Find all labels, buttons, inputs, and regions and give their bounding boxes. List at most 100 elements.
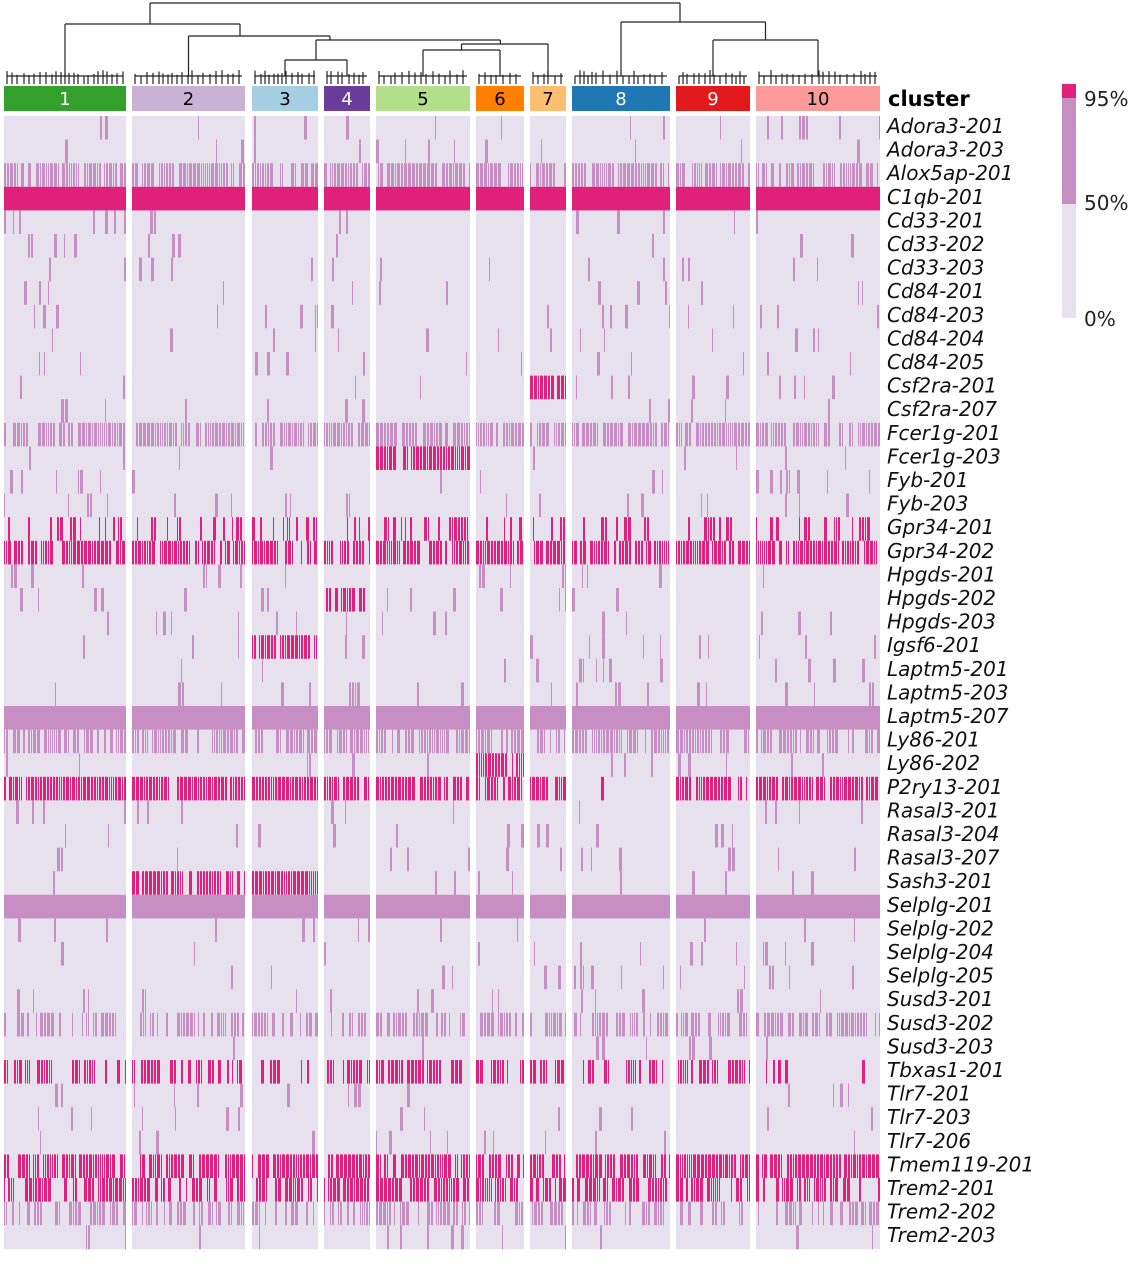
- cell-stripe: [779, 163, 781, 188]
- cell-stripe: [482, 1201, 483, 1226]
- cell-stripe: [760, 304, 762, 329]
- cell-stripe: [73, 517, 76, 542]
- cell-stripe: [9, 776, 12, 801]
- cell-stripe: [705, 1154, 707, 1179]
- row-label: Selplg-205: [887, 964, 994, 988]
- cell-stripe: [142, 729, 144, 754]
- cell-stripe: [583, 517, 585, 542]
- cell-stripe: [335, 588, 338, 613]
- cell-Csf2ra-201-c3: [252, 375, 318, 400]
- cell-stripe: [683, 1012, 684, 1037]
- cell-stripe: [71, 1107, 73, 1132]
- cell-stripe: [258, 540, 259, 565]
- cell-stripe: [583, 1201, 586, 1226]
- cell-stripe: [813, 540, 815, 565]
- cell-stripe: [349, 1012, 351, 1037]
- cell-stripe: [359, 1154, 362, 1179]
- cell-stripe: [862, 1060, 865, 1085]
- cell-stripe: [494, 1201, 496, 1226]
- cell-stripe: [331, 540, 333, 565]
- cell-stripe: [297, 871, 300, 896]
- cell-stripe: [261, 635, 264, 660]
- cell-stripe: [225, 776, 227, 801]
- cell-stripe: [401, 1060, 403, 1085]
- cell-stripe: [622, 1012, 625, 1037]
- cell-stripe: [183, 540, 185, 565]
- cell-stripe: [551, 682, 552, 707]
- cell-stripe: [326, 729, 328, 754]
- cell-stripe: [341, 422, 342, 447]
- cell-stripe: [823, 163, 825, 188]
- cell-stripe: [879, 116, 880, 141]
- cell-stripe: [64, 729, 67, 754]
- cell-stripe: [265, 871, 267, 896]
- cell-stripe: [438, 517, 440, 542]
- cell-stripe: [789, 163, 790, 188]
- cell-stripe: [688, 517, 690, 542]
- cell-stripe: [46, 163, 47, 188]
- cell-stripe: [217, 1012, 220, 1037]
- cell-stripe: [810, 1154, 813, 1179]
- cell-stripe: [71, 540, 72, 565]
- cell-stripe: [31, 234, 33, 259]
- cell-stripe: [109, 1012, 111, 1037]
- cell-stripe: [653, 422, 654, 447]
- cell-stripe: [157, 871, 160, 896]
- cell-stripe: [296, 989, 297, 1014]
- cell-stripe: [802, 1154, 805, 1179]
- cell-stripe: [65, 824, 66, 849]
- cell-stripe: [153, 871, 156, 896]
- cell-stripe: [538, 375, 539, 400]
- row-label: Csf2ra-201: [887, 374, 997, 398]
- cell-stripe: [683, 540, 685, 565]
- cell-stripe: [357, 682, 360, 707]
- cell-stripe: [756, 470, 759, 495]
- cell-stripe: [637, 729, 638, 754]
- cell-stripe: [79, 1154, 82, 1179]
- cell-stripe: [150, 210, 153, 235]
- cell-stripe: [634, 1012, 635, 1037]
- cell-stripe: [520, 540, 523, 565]
- cell-stripe: [511, 422, 514, 447]
- cell-stripe: [165, 729, 167, 754]
- cell-stripe: [354, 1178, 355, 1203]
- cell-stripe: [820, 776, 823, 801]
- cell-stripe: [109, 540, 111, 565]
- cell-stripe: [311, 257, 313, 282]
- row-label: Csf2ra-207: [887, 397, 997, 421]
- cell-stripe: [13, 729, 16, 754]
- cell-stripe: [291, 635, 294, 660]
- cell-stripe: [21, 422, 22, 447]
- cell-stripe: [161, 1178, 162, 1203]
- cell-stripe: [310, 1178, 312, 1203]
- cell-stripe: [802, 422, 803, 447]
- cell-Cd33-201-c2: [132, 210, 245, 235]
- cell-stripe: [598, 729, 600, 754]
- cell-stripe: [353, 163, 355, 188]
- cell-stripe: [788, 1012, 791, 1037]
- cell-stripe: [17, 1060, 18, 1085]
- cell-stripe: [534, 1201, 537, 1226]
- cell-stripe: [545, 1012, 548, 1037]
- cell-stripe: [657, 540, 658, 565]
- cell-stripe: [199, 1178, 202, 1203]
- cell-stripe: [484, 1012, 486, 1037]
- cell-stripe: [756, 1012, 759, 1037]
- cell-fill: [252, 186, 318, 211]
- cell-stripe: [15, 776, 18, 801]
- cell-stripe: [433, 540, 435, 565]
- cell-stripe: [712, 163, 715, 188]
- cell-Fyb-203-c6: [476, 493, 524, 518]
- cell-stripe: [162, 540, 163, 565]
- cell-stripe: [492, 1154, 494, 1179]
- cell-stripe: [101, 540, 104, 565]
- cell-stripe: [708, 635, 709, 660]
- cell-Tlr7-206-c8: [572, 1130, 670, 1155]
- cell-stripe: [315, 163, 318, 188]
- cell-stripe: [347, 540, 349, 565]
- cell-stripe: [342, 540, 343, 565]
- cell-stripe: [842, 422, 843, 447]
- cell-stripe: [584, 163, 586, 188]
- cell-Tlr7-203-c5: [376, 1107, 470, 1132]
- cell-stripe: [731, 1178, 732, 1203]
